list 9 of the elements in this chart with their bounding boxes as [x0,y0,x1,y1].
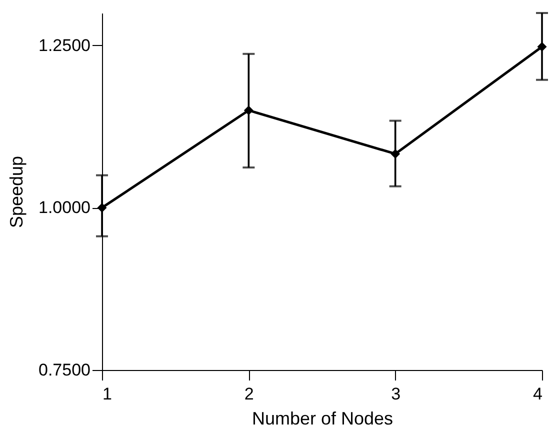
x-tick-label: 1 [102,384,112,404]
y-axis-title: Speedup [6,156,27,228]
x-tick-label: 3 [391,384,401,404]
x-tick-label: 2 [244,384,254,404]
y-tick-label: 1.2500 [38,36,90,55]
y-tick-label: 0.7500 [38,360,90,380]
y-tick-label: 1.0000 [38,198,90,218]
x-axis-title: Number of Nodes [252,408,394,428]
x-tick-label: 4 [533,384,542,404]
